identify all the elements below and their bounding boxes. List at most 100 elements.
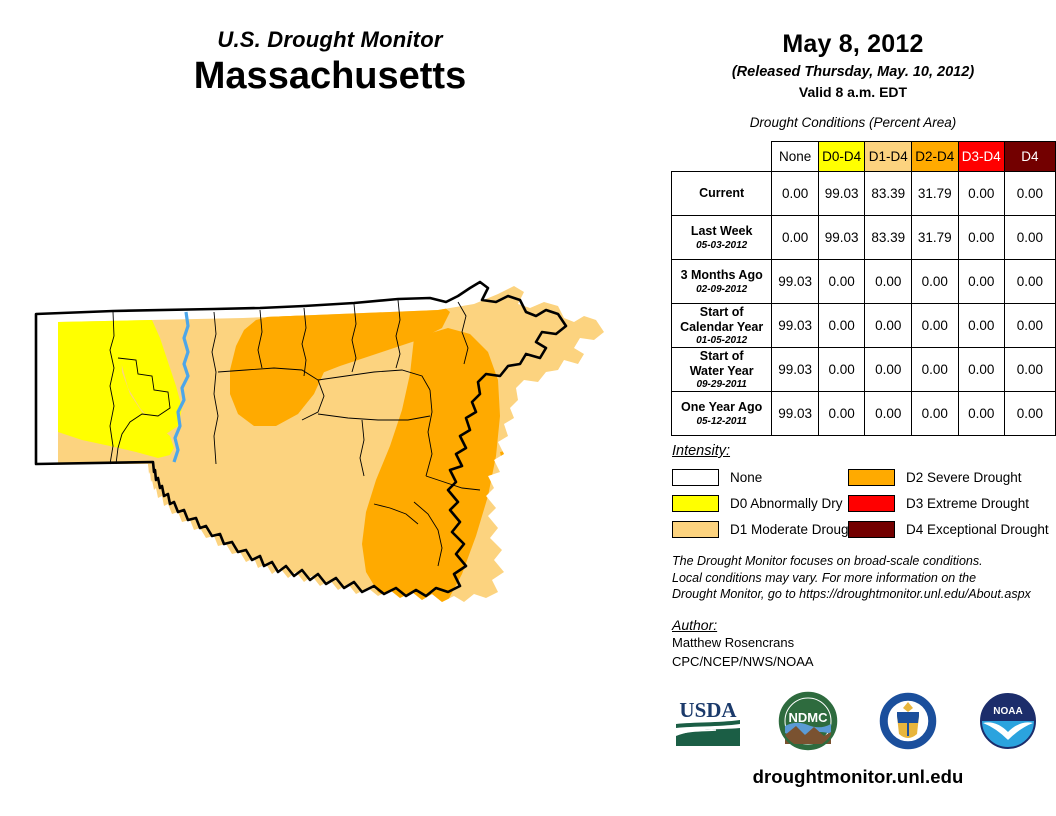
intensity-legend-title: Intensity: [672, 443, 731, 459]
cell-r4-c0: 99.03 [771, 347, 819, 392]
legend-swatch-d0 [672, 494, 719, 512]
state-title: Massachusetts [193, 55, 467, 98]
cell-r2-c3: 0.00 [911, 259, 959, 304]
map-fill-layer [58, 286, 604, 602]
column-header-d4: D4 [1003, 141, 1056, 172]
usda-logo-text: USDA [679, 698, 737, 722]
legend-item-d1: D1 Moderate Drought [672, 518, 860, 540]
table-row: 3 Months Ago 02-09-2012 99.03 0.00 0.00 0.00 0… [670, 259, 1056, 304]
cell-r0-c4: 0.00 [957, 171, 1005, 216]
noaa-logo: NOAA [980, 693, 1036, 749]
author-block: Author: Matthew Rosencrans CPC/NCEP/NWS/… [672, 617, 1012, 671]
column-header-d0d4: D0-D4 [817, 141, 866, 172]
cell-r1-c0: 0.00 [771, 215, 819, 260]
intensity-legend-grid: None D2 Severe Drought D0 Abnormally Dry… [672, 466, 1052, 540]
release-date: (Released Thursday, May. 10, 2012) [731, 64, 975, 80]
disclaimer-line-1: The Drought Monitor focuses on broad-sca… [672, 554, 983, 568]
row-label-date: 09-29-2011 [696, 379, 747, 391]
table-caption: Drought Conditions (Percent Area) [749, 115, 957, 130]
legend-swatch-d2 [848, 468, 895, 486]
cell-r2-c2: 0.00 [864, 259, 912, 304]
cell-r2-c1: 0.00 [817, 259, 866, 304]
cell-r3-c3: 0.00 [911, 303, 959, 348]
cell-r0-c0: 0.00 [771, 171, 819, 216]
column-header-d2d4: D2-D4 [911, 141, 959, 172]
cell-r1-c3: 31.79 [911, 215, 959, 260]
row-label-date: 05-12-2011 [696, 415, 747, 427]
column-header-d3d4: D3-D4 [957, 141, 1005, 172]
ndmc-logo-text: NDMC [789, 710, 829, 725]
website-url: droughtmonitor.unl.edu [752, 766, 964, 787]
map-date: May 8, 2012 [782, 30, 924, 58]
cell-r1-c4: 0.00 [957, 215, 1005, 260]
row-label-4: Start of Water Year 09-29-2011 [670, 347, 773, 392]
cell-r4-c5: 0.00 [1003, 347, 1056, 392]
cell-r3-c1: 0.00 [817, 303, 866, 348]
row-label-main: Current [699, 186, 745, 201]
row-label-1: Last Week 05-03-2012 [670, 215, 773, 260]
column-header-d1d4: D1-D4 [864, 141, 912, 172]
right-panel: May 8, 2012 (Released Thursday, May. 10,… [666, 0, 1056, 816]
row-label-2: 3 Months Ago 02-09-2012 [670, 259, 773, 304]
author-label: Author: [672, 617, 718, 633]
table-row: Current 0.00 99.03 83.39 31.79 0.00 0.00 [670, 171, 1056, 216]
cell-r5-c4: 0.00 [957, 391, 1005, 436]
legend-item-none: None [672, 466, 848, 488]
drought-map [18, 276, 666, 666]
row-label-3: Start of Calendar Year 01-05-2012 [670, 303, 773, 348]
usda-logo: USDA [672, 690, 744, 752]
legend-swatch-d3 [848, 494, 895, 512]
cell-r4-c2: 0.00 [864, 347, 912, 392]
legend-swatch-d4 [848, 520, 895, 538]
cell-r1-c1: 99.03 [817, 215, 866, 260]
row-label-main: Start of Calendar Year [680, 304, 764, 334]
legend-item-d0: D0 Abnormally Dry [672, 492, 848, 514]
map-region-d0-west [58, 312, 174, 462]
legend-label-d0: D0 Abnormally Dry [730, 495, 843, 511]
map-region-d0-tongue [113, 310, 182, 434]
legend-label-d4: D4 Exceptional Drought [906, 521, 1049, 537]
intensity-legend: Intensity: None D2 Severe Drought D0 Abn… [672, 443, 1052, 540]
map-region-d2-southeast [362, 328, 500, 602]
row-label-5: One Year Ago 05-12-2011 [670, 391, 773, 436]
map-region-d2-northeast-band [234, 300, 450, 400]
row-label-date: 05-03-2012 [696, 239, 748, 251]
valid-time: Valid 8 a.m. EDT [798, 84, 908, 100]
monitor-title: U.S. Drought Monitor [217, 27, 443, 52]
cell-r5-c5: 0.00 [1003, 391, 1056, 436]
cell-r2-c0: 99.03 [771, 259, 819, 304]
cell-r0-c3: 31.79 [911, 171, 959, 216]
table-corner-cell [671, 141, 772, 172]
legend-item-d3: D3 Extreme Drought [848, 492, 1052, 514]
table-row: Last Week 05-03-2012 0.00 99.03 83.39 31.79 0.… [670, 215, 1056, 260]
cell-r2-c5: 0.00 [1003, 259, 1056, 304]
legend-swatch-none [672, 468, 719, 486]
row-label-main: Start of Water Year [689, 348, 754, 378]
disclaimer-line-3: Drought Monitor, go to https://droughtmo… [672, 587, 1031, 602]
noaa-logo-text: NOAA [993, 706, 1022, 717]
cell-r1-c2: 83.39 [864, 215, 912, 260]
commerce-seal-logo [879, 692, 937, 750]
disclaimer-text: The Drought Monitor focuses on broad-sca… [672, 553, 1054, 603]
author-name: Matthew Rosencrans [672, 635, 795, 650]
legend-label-d1: D1 Moderate Drought [730, 521, 860, 537]
table-row: Start of Water Year 09-29-2011 99.03 0.00 0.0… [670, 347, 1056, 392]
legend-label-none: None [730, 469, 763, 485]
table-row: Start of Calendar Year 01-05-2012 99.03 0.00… [670, 303, 1056, 348]
legend-item-d4: D4 Exceptional Drought [848, 518, 1052, 540]
title-block: U.S. Drought Monitor Massachusetts [0, 27, 660, 98]
row-label-main: 3 Months Ago [680, 268, 763, 283]
cell-r3-c5: 0.00 [1003, 303, 1056, 348]
row-label-0: Current [670, 171, 773, 216]
row-label-date: 02-09-2012 [696, 283, 748, 295]
table-body: Current 0.00 99.03 83.39 31.79 0.00 0.00 Last W… [670, 171, 1056, 436]
row-label-main: Last Week [690, 224, 753, 239]
cell-r4-c1: 0.00 [817, 347, 866, 392]
legend-swatch-d1 [672, 520, 719, 538]
cell-r0-c5: 0.00 [1003, 171, 1056, 216]
author-affiliation: CPC/NCEP/NWS/NOAA [672, 653, 814, 669]
cell-r4-c4: 0.00 [957, 347, 1005, 392]
drought-conditions-table: None D0-D4 D1-D4 D2-D4 D3-D4 D4 Current 0… [670, 141, 1056, 436]
date-block: May 8, 2012 (Released Thursday, May. 10,… [666, 0, 1040, 100]
cell-r5-c1: 0.00 [817, 391, 866, 436]
